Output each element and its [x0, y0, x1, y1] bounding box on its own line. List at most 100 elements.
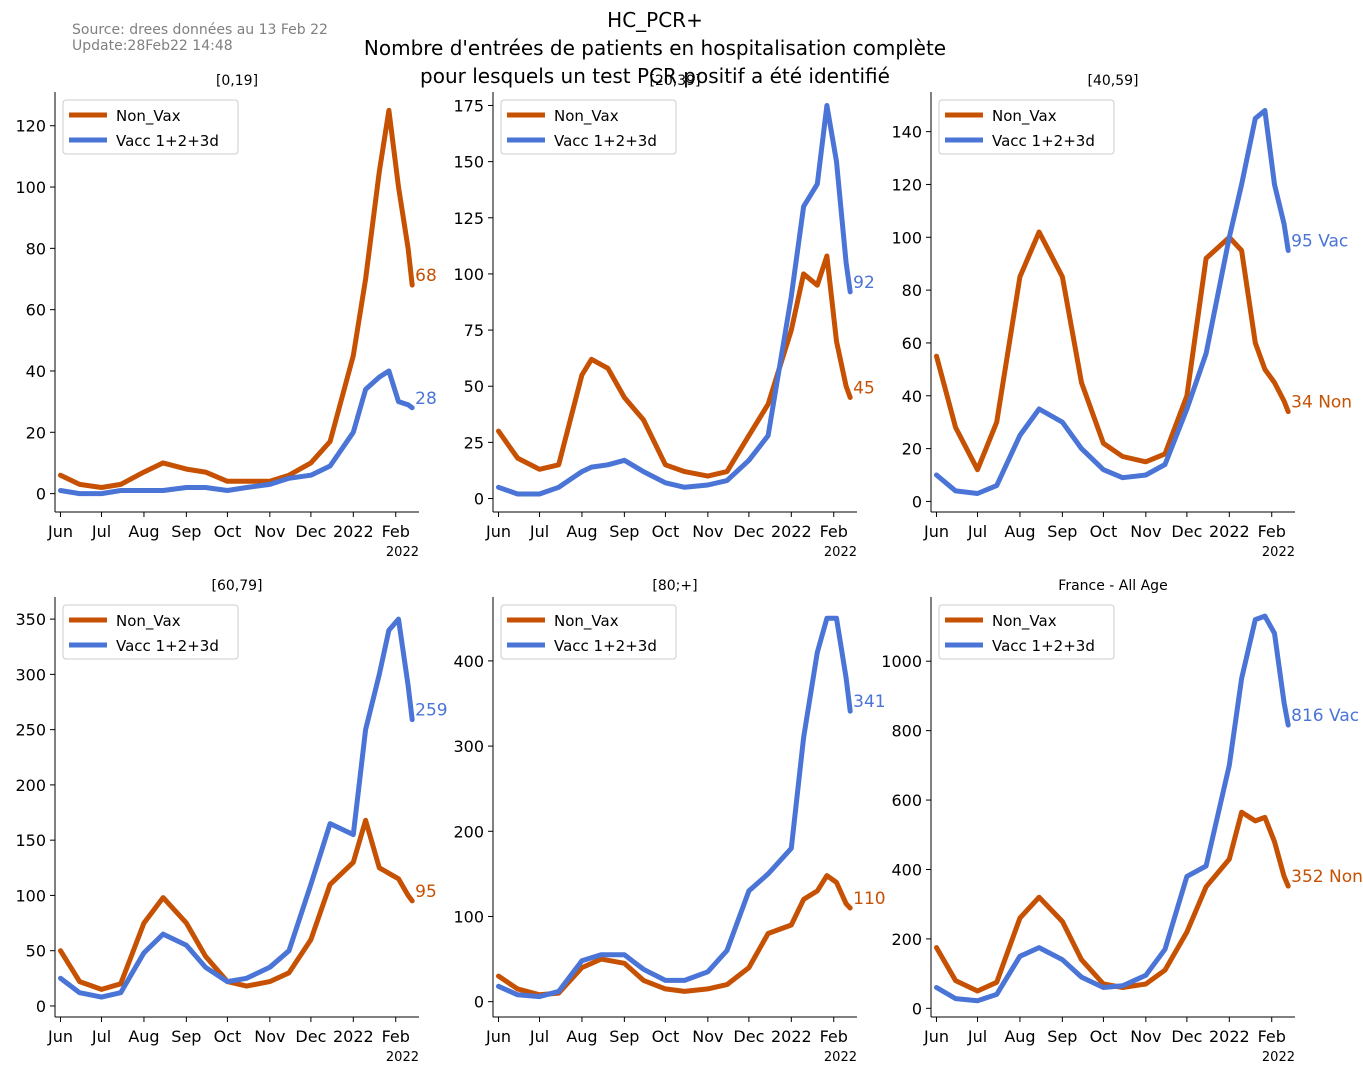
x-tick-label: Dec: [295, 522, 326, 541]
x-tick-label: Aug: [1004, 1027, 1035, 1046]
y-tick-label: 60: [26, 301, 46, 320]
legend-label: Vacc 1+2+3d: [116, 132, 219, 150]
x-tick-label: Nov: [1130, 1027, 1161, 1046]
series-line-vax: [58, 368, 415, 497]
x-tick-label: 2022: [333, 522, 374, 541]
x-tick-label: Sep: [171, 522, 201, 541]
x-tick-label: Nov: [692, 1027, 723, 1046]
y-tick-label: 80: [26, 239, 46, 258]
y-tick-label: 100: [15, 886, 46, 905]
x-tick-label: Feb: [1258, 1027, 1286, 1046]
series-line-vax: [934, 108, 1291, 496]
x-tick-label: Jul: [967, 1027, 987, 1046]
x-tick-label: Aug: [1004, 522, 1035, 541]
end-value-label: 95 Vac: [1291, 231, 1348, 251]
x-tick-label: Dec: [733, 522, 764, 541]
legend-label: Non_Vax: [992, 107, 1057, 126]
end-value-label: 352 Non: [1291, 867, 1363, 887]
panel-title: [60,79]: [211, 578, 262, 594]
x-tick-label: Feb: [1258, 522, 1286, 541]
x-tick-label: Nov: [692, 522, 723, 541]
x-tick-label: Oct: [1090, 522, 1118, 541]
end-value-label: 259: [415, 701, 447, 721]
x-offset-label: 2022: [824, 1050, 857, 1065]
end-value-label: 341: [853, 692, 885, 712]
x-tick-label: 2022: [1209, 1027, 1250, 1046]
series-line-non-vax: [58, 817, 415, 992]
x-tick-label: 2022: [1209, 522, 1250, 541]
y-tick-label: 100: [15, 178, 46, 197]
figure-title: HC_PCR+: [607, 8, 703, 32]
x-tick-label: 2022: [771, 522, 812, 541]
y-tick-label: 40: [26, 362, 46, 381]
y-tick-label: 400: [453, 652, 484, 671]
x-tick-label: Sep: [1047, 522, 1077, 541]
y-tick-label: 150: [453, 153, 484, 172]
legend-label: Non_Vax: [554, 612, 619, 631]
series-line-vax: [58, 616, 415, 1000]
end-value-label: 68: [415, 266, 437, 286]
x-tick-label: Jul: [967, 522, 987, 541]
y-tick-label: 400: [891, 860, 922, 879]
panel-title: [20,39]: [649, 73, 700, 89]
y-tick-label: 100: [891, 228, 922, 247]
x-offset-label: 2022: [824, 545, 857, 560]
series-line-non-vax: [934, 809, 1291, 994]
x-tick-label: Sep: [609, 1027, 639, 1046]
y-tick-label: 125: [453, 209, 484, 228]
x-tick-label: Nov: [254, 522, 285, 541]
y-tick-label: 0: [912, 492, 922, 511]
x-tick-label: Feb: [382, 1027, 410, 1046]
x-tick-label: Oct: [214, 522, 242, 541]
x-tick-label: Oct: [1090, 1027, 1118, 1046]
y-tick-label: 20: [26, 423, 46, 442]
series-line-vax: [934, 613, 1291, 1004]
y-tick-label: 300: [453, 737, 484, 756]
x-tick-label: 2022: [771, 1027, 812, 1046]
x-tick-label: Dec: [1171, 522, 1202, 541]
y-tick-label: 80: [902, 281, 922, 300]
y-tick-label: 800: [891, 722, 922, 741]
y-tick-label: 150: [15, 831, 46, 850]
legend-label: Non_Vax: [116, 107, 181, 126]
x-tick-label: Jul: [91, 1027, 111, 1046]
end-value-label: 28: [415, 389, 437, 409]
y-tick-label: 120: [15, 117, 46, 136]
x-offset-label: 2022: [1262, 1050, 1295, 1065]
legend-label: Vacc 1+2+3d: [116, 637, 219, 655]
y-tick-label: 75: [464, 321, 484, 340]
y-tick-label: 350: [15, 610, 46, 629]
y-tick-label: 140: [891, 123, 922, 142]
x-tick-label: Feb: [820, 1027, 848, 1046]
y-tick-label: 200: [453, 822, 484, 841]
y-tick-label: 200: [891, 930, 922, 949]
y-tick-label: 0: [912, 999, 922, 1018]
x-tick-label: Feb: [820, 522, 848, 541]
legend-label: Non_Vax: [992, 612, 1057, 631]
end-value-label: 816 Vac: [1291, 706, 1359, 726]
x-tick-label: Jul: [91, 522, 111, 541]
x-tick-label: Dec: [1171, 1027, 1202, 1046]
x-offset-label: 2022: [386, 545, 419, 560]
y-tick-label: 1000: [881, 652, 922, 671]
end-value-label: 92: [853, 273, 875, 293]
end-value-label: 34 Non: [1291, 393, 1352, 413]
figure-subtitle-1: Nombre d'entrées de patients en hospital…: [363, 36, 947, 60]
x-tick-label: Aug: [128, 1027, 159, 1046]
y-tick-label: 300: [15, 665, 46, 684]
end-value-label: 110: [853, 889, 885, 909]
x-tick-label: Aug: [566, 1027, 597, 1046]
x-tick-label: Jun: [47, 522, 73, 541]
y-tick-label: 600: [891, 791, 922, 810]
update-note: Update:28Feb22 14:48: [72, 38, 233, 54]
legend-label: Non_Vax: [554, 107, 619, 126]
y-tick-label: 0: [36, 485, 46, 504]
x-tick-label: Oct: [652, 1027, 680, 1046]
x-offset-label: 2022: [1262, 545, 1295, 560]
y-tick-label: 250: [15, 721, 46, 740]
y-tick-label: 100: [453, 265, 484, 284]
x-tick-label: Oct: [652, 522, 680, 541]
x-tick-label: Jun: [923, 1027, 949, 1046]
